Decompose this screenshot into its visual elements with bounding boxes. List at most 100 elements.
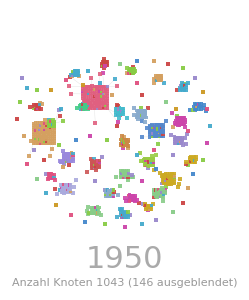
- Point: [112, 188, 116, 192]
- Point: [128, 68, 132, 73]
- Point: [100, 59, 104, 64]
- Point: [57, 143, 61, 148]
- Point: [192, 101, 196, 106]
- Point: [51, 130, 55, 135]
- Point: [133, 196, 137, 200]
- Point: [178, 139, 182, 143]
- Point: [132, 112, 136, 117]
- Point: [145, 158, 149, 163]
- Point: [155, 190, 159, 195]
- Point: [37, 106, 41, 111]
- Point: [89, 158, 93, 163]
- Point: [147, 158, 151, 163]
- Point: [104, 63, 108, 68]
- Point: [45, 127, 49, 132]
- Point: [78, 104, 82, 109]
- Point: [181, 122, 185, 127]
- Point: [119, 207, 123, 212]
- Point: [93, 89, 97, 94]
- Point: [178, 141, 182, 146]
- Point: [154, 78, 158, 82]
- Point: [168, 171, 172, 176]
- Point: [179, 135, 183, 140]
- Point: [85, 91, 89, 96]
- Point: [49, 88, 53, 92]
- Point: [89, 89, 93, 94]
- Point: [86, 89, 90, 94]
- Point: [145, 163, 149, 168]
- Point: [113, 77, 117, 82]
- Point: [174, 139, 178, 144]
- Point: [189, 158, 193, 162]
- Point: [51, 172, 55, 177]
- Point: [143, 201, 147, 206]
- Point: [103, 63, 107, 68]
- Point: [180, 139, 184, 143]
- Point: [140, 134, 144, 139]
- Point: [155, 74, 159, 79]
- Point: [133, 199, 137, 203]
- Point: [184, 159, 188, 164]
- Point: [194, 105, 198, 110]
- Point: [112, 192, 116, 197]
- Point: [53, 134, 57, 139]
- Point: [36, 139, 40, 144]
- Point: [135, 111, 139, 116]
- Point: [147, 164, 151, 168]
- Point: [94, 103, 98, 108]
- Point: [41, 125, 45, 130]
- Point: [135, 108, 139, 113]
- Point: [171, 179, 175, 184]
- Point: [39, 123, 43, 128]
- Point: [50, 141, 54, 146]
- Point: [144, 115, 148, 120]
- Point: [176, 116, 180, 120]
- Point: [68, 74, 72, 79]
- Point: [81, 98, 85, 103]
- Point: [103, 101, 107, 106]
- Point: [61, 190, 65, 195]
- Point: [100, 61, 104, 66]
- Point: [100, 155, 104, 160]
- Point: [100, 101, 104, 106]
- Point: [162, 173, 166, 178]
- Point: [98, 72, 102, 76]
- Point: [32, 132, 36, 137]
- Point: [170, 111, 174, 116]
- Point: [34, 139, 38, 144]
- Point: [94, 211, 98, 215]
- Point: [142, 163, 146, 168]
- Point: [83, 91, 87, 96]
- Point: [184, 83, 188, 88]
- Point: [157, 125, 161, 130]
- Point: [51, 174, 55, 179]
- Point: [96, 207, 100, 212]
- Point: [106, 63, 110, 68]
- Point: [166, 61, 170, 66]
- Point: [85, 101, 89, 106]
- Point: [129, 66, 133, 71]
- Point: [106, 192, 110, 197]
- Point: [140, 222, 144, 227]
- Point: [126, 144, 130, 148]
- Point: [159, 126, 163, 131]
- Point: [122, 215, 126, 220]
- Point: [90, 94, 94, 98]
- Point: [120, 169, 124, 173]
- Point: [74, 71, 78, 76]
- Point: [52, 124, 56, 128]
- Point: [131, 198, 135, 203]
- Point: [96, 103, 100, 108]
- Point: [81, 93, 85, 98]
- Point: [120, 209, 124, 214]
- Point: [60, 189, 63, 194]
- Point: [52, 119, 56, 124]
- Point: [104, 61, 108, 66]
- Point: [144, 156, 148, 161]
- Point: [193, 108, 197, 113]
- Point: [116, 106, 120, 111]
- Point: [148, 130, 152, 135]
- Point: [185, 132, 189, 137]
- Point: [140, 108, 144, 113]
- Point: [102, 65, 106, 70]
